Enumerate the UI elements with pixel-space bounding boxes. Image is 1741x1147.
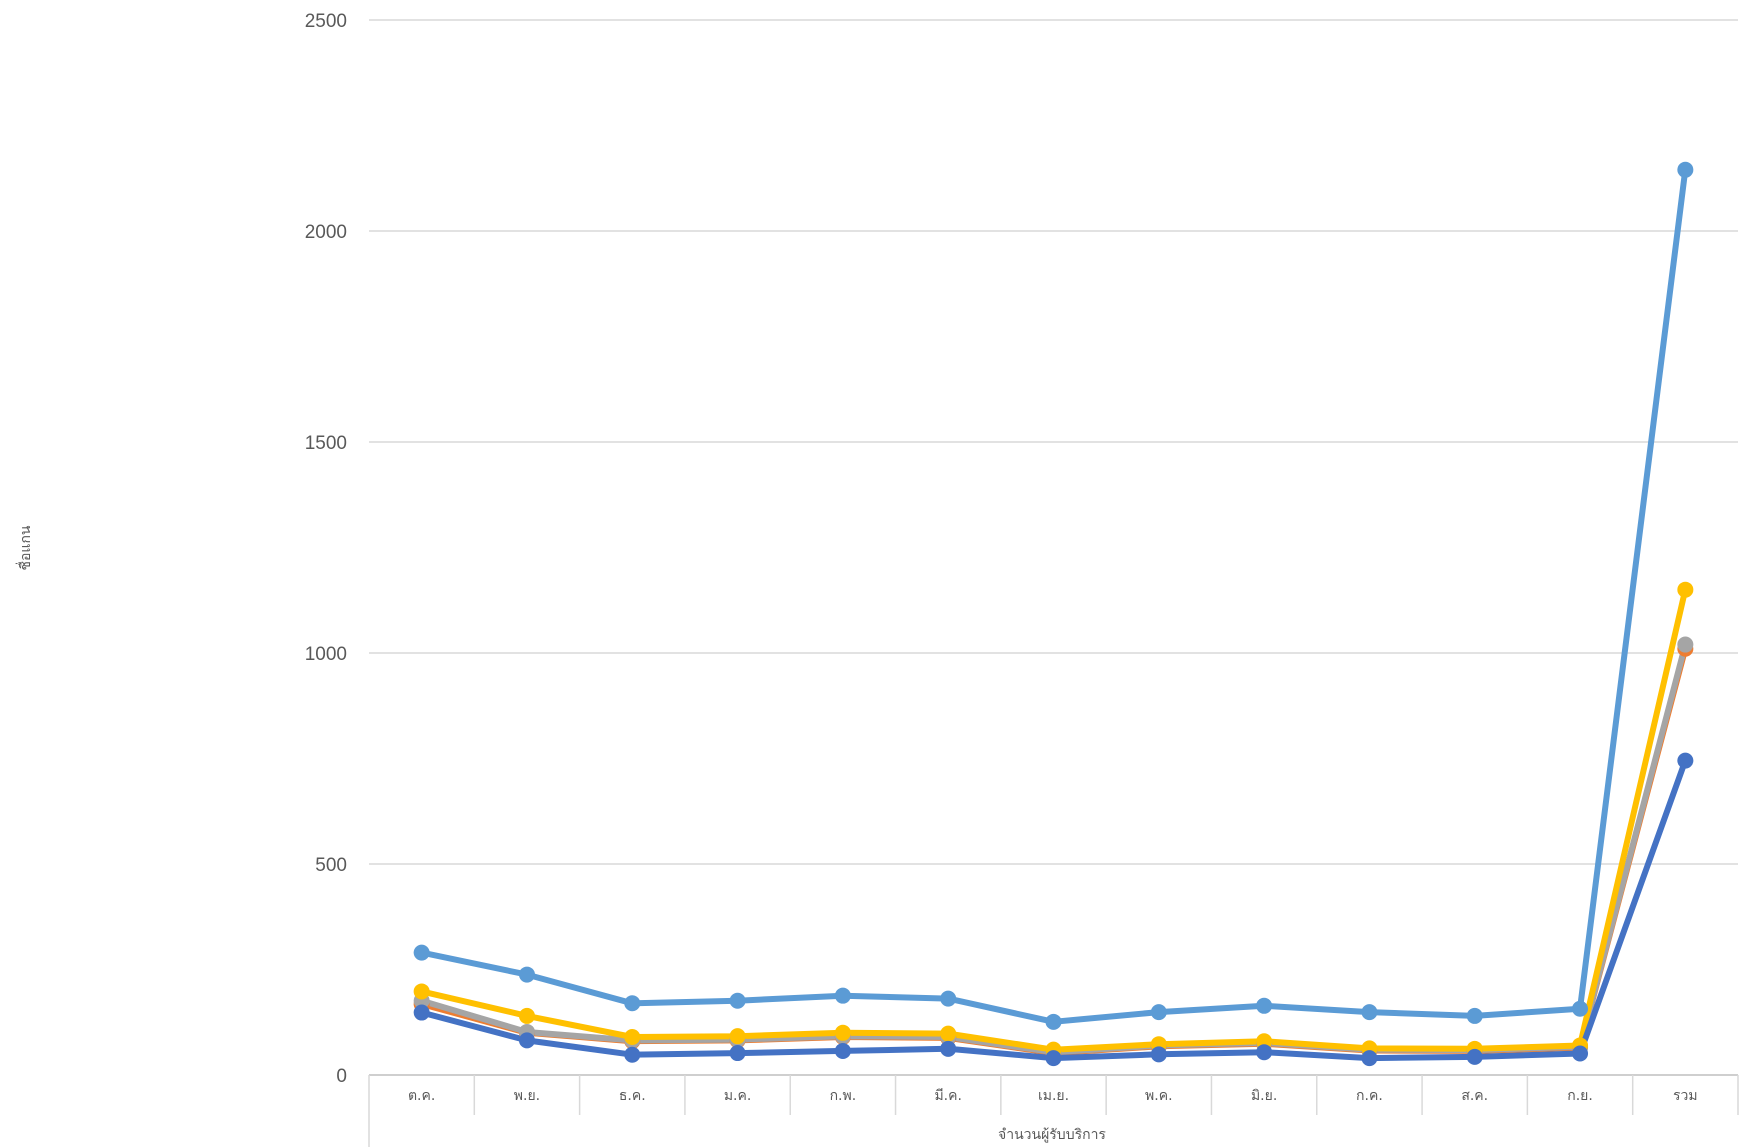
data-point — [940, 991, 956, 1007]
data-point — [1677, 753, 1693, 769]
x-tick-label: พ.ค. — [1145, 1088, 1173, 1104]
data-point — [1361, 1004, 1377, 1020]
y-tick-label: 1500 — [305, 433, 347, 454]
series-line-4 — [422, 590, 1686, 1050]
data-point — [1467, 1008, 1483, 1024]
data-point — [730, 993, 746, 1009]
y-tick-label: 1000 — [305, 644, 347, 665]
series-lines — [422, 170, 1686, 1058]
data-point — [835, 988, 851, 1004]
x-tick-label: ม.ค. — [724, 1088, 752, 1104]
x-tick-label: มี.ค. — [934, 1088, 962, 1104]
data-point — [519, 1008, 535, 1024]
data-point — [624, 1047, 640, 1063]
data-point — [414, 983, 430, 999]
x-tick-label: ก.ค. — [1356, 1088, 1383, 1104]
data-point — [1677, 582, 1693, 598]
data-point — [1151, 1046, 1167, 1062]
x-tick-label: ส.ค. — [1461, 1088, 1488, 1104]
data-point — [414, 1005, 430, 1021]
series-line-2 — [422, 649, 1686, 1053]
data-point — [624, 995, 640, 1011]
data-point — [1046, 1050, 1062, 1066]
data-point — [1151, 1004, 1167, 1020]
gridlines — [369, 20, 1738, 864]
data-point — [1256, 1044, 1272, 1060]
data-point — [1572, 1045, 1588, 1061]
x-tick-label: ก.พ. — [830, 1088, 857, 1104]
data-point — [835, 1043, 851, 1059]
data-point — [1677, 637, 1693, 653]
data-point — [1677, 162, 1693, 178]
series-line-1 — [422, 170, 1686, 1022]
data-point — [1572, 1001, 1588, 1017]
x-tick-label: รวม — [1673, 1088, 1698, 1104]
data-point — [730, 1028, 746, 1044]
series-points — [414, 162, 1694, 1066]
data-point — [414, 945, 430, 961]
data-point — [835, 1025, 851, 1041]
y-axis-ticks: 0 500 1000 1500 2000 2500 — [305, 11, 347, 1087]
x-axis-title: จำนวนผู้รับบริการ — [998, 1127, 1106, 1143]
x-tick-label: ก.ย. — [1567, 1088, 1593, 1104]
x-tick-label: ต.ค. — [408, 1088, 435, 1104]
y-axis-title: ชื่อแกน — [16, 525, 34, 570]
y-tick-label: 2500 — [305, 11, 347, 32]
y-tick-label: 0 — [336, 1066, 347, 1087]
data-point — [1256, 998, 1272, 1014]
x-tick-label: พ.ย. — [514, 1088, 540, 1104]
series-line-3 — [422, 645, 1686, 1053]
data-point — [730, 1045, 746, 1061]
x-tick-label: มิ.ย. — [1251, 1088, 1277, 1104]
data-point — [624, 1029, 640, 1045]
data-point — [519, 967, 535, 983]
data-point — [940, 1026, 956, 1042]
data-point — [1046, 1014, 1062, 1030]
x-tick-label: ธ.ค. — [619, 1088, 646, 1104]
data-point — [1467, 1049, 1483, 1065]
y-tick-label: 2000 — [305, 222, 347, 243]
x-tick-label: เม.ย. — [1038, 1088, 1069, 1104]
data-point — [519, 1032, 535, 1048]
data-point — [940, 1041, 956, 1057]
y-tick-label: 500 — [315, 855, 347, 876]
data-point — [1361, 1050, 1377, 1066]
